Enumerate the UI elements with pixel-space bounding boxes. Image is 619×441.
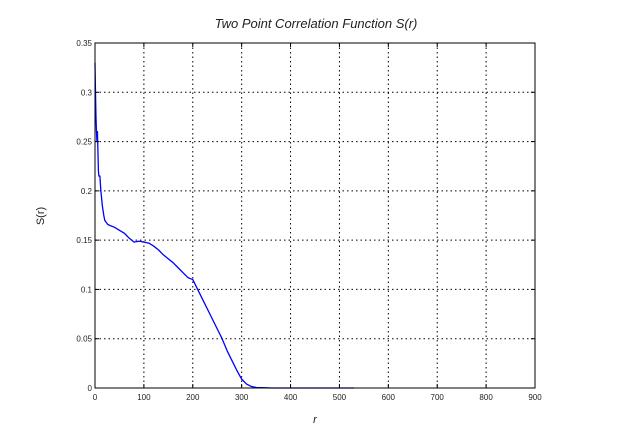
y-tick-label: 0 [88,384,93,393]
series-line [94,62,355,389]
y-axis-label: S(r) [35,207,47,225]
x-tick-label: 200 [186,393,200,402]
x-tick-label: 600 [382,393,396,402]
x-tick-label: 100 [137,393,151,402]
y-tick-label: 0.25 [76,138,92,147]
y-tick-label: 0.05 [76,335,92,344]
plot-area [94,62,355,389]
x-tick-label: 300 [235,393,249,402]
x-tick-label: 700 [431,393,445,402]
y-tick-label: 0.2 [81,187,93,196]
x-tick-label: 400 [284,393,298,402]
y-tick-label: 0.1 [81,285,93,294]
y-tick-label: 0.35 [76,39,92,48]
x-tick-label: 0 [93,393,98,402]
plot-frame [94,42,536,389]
axis-ticks: 0 100 200 300 400 500 600 700 800 900 0 0.05 0.1 0.15… [76,39,542,402]
chart-title: Two Point Correlation Function S(r) [215,16,418,31]
x-tick-label: 500 [333,393,347,402]
y-tick-label: 0.15 [76,236,92,245]
y-tick-label: 0.3 [81,88,93,97]
x-tick-label: 800 [479,393,493,402]
x-tick-label: 900 [528,393,542,402]
x-axis-label: r [313,414,318,426]
grid-lines [95,43,535,388]
